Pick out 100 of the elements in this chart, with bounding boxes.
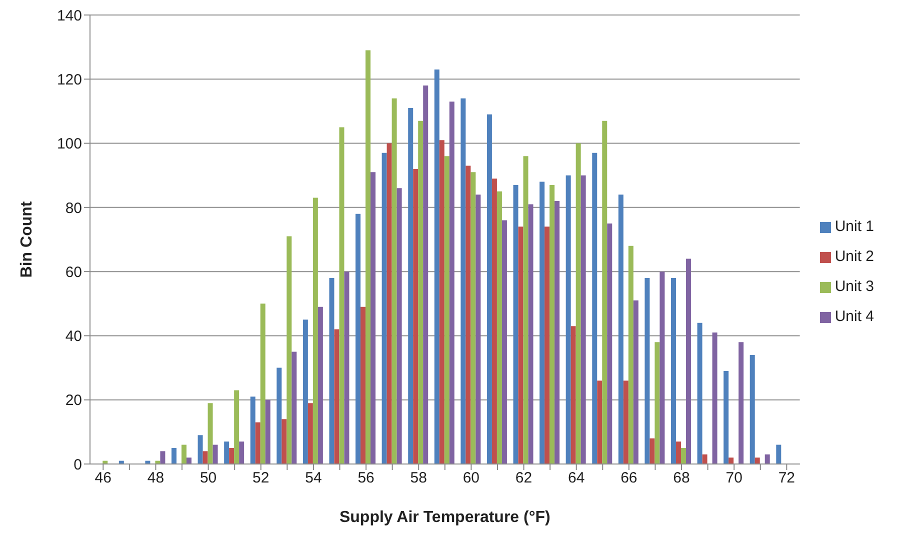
bar bbox=[628, 246, 634, 464]
bar bbox=[449, 102, 454, 464]
y-tick-label: 20 bbox=[65, 392, 82, 410]
x-tick-label: 70 bbox=[726, 470, 742, 487]
bar bbox=[208, 403, 213, 464]
bar bbox=[607, 223, 612, 464]
bar bbox=[550, 184, 555, 464]
bar bbox=[392, 98, 397, 464]
x-tick-label: 64 bbox=[568, 470, 585, 487]
bar bbox=[229, 448, 234, 464]
bar bbox=[570, 326, 576, 464]
bar bbox=[250, 396, 256, 464]
bar bbox=[644, 278, 650, 464]
bar bbox=[439, 140, 444, 464]
bar bbox=[339, 127, 344, 464]
bar bbox=[255, 422, 260, 464]
bar bbox=[754, 458, 760, 464]
bar bbox=[750, 354, 755, 464]
bar bbox=[460, 98, 466, 464]
bar bbox=[492, 178, 497, 464]
bar bbox=[528, 204, 534, 464]
bar bbox=[576, 143, 581, 464]
bar bbox=[413, 168, 418, 464]
bar bbox=[181, 444, 186, 464]
y-axis-title: Bin Count bbox=[18, 200, 36, 278]
bar bbox=[680, 448, 686, 464]
bar bbox=[198, 435, 203, 464]
bar bbox=[566, 175, 571, 464]
bar bbox=[702, 454, 708, 464]
bar bbox=[738, 342, 744, 464]
x-tick-label: 60 bbox=[462, 470, 480, 487]
x-tick-label: 52 bbox=[252, 470, 270, 487]
bar bbox=[728, 458, 734, 464]
bar bbox=[292, 352, 297, 464]
x-tick-label: 48 bbox=[147, 470, 164, 487]
bar bbox=[212, 444, 218, 464]
bar bbox=[239, 442, 244, 464]
bar bbox=[470, 172, 476, 464]
bar bbox=[540, 182, 545, 464]
bar bbox=[329, 278, 334, 464]
bar bbox=[318, 306, 323, 464]
bar bbox=[602, 120, 608, 464]
bar bbox=[282, 419, 287, 464]
bar bbox=[518, 226, 524, 464]
x-tick-label: 66 bbox=[620, 470, 638, 487]
legend-label: Unit 2 bbox=[834, 248, 874, 265]
bar bbox=[618, 194, 624, 464]
bar bbox=[660, 272, 665, 464]
bar bbox=[444, 156, 450, 464]
bar bbox=[697, 322, 702, 464]
bar bbox=[434, 70, 440, 464]
x-tick-label: 50 bbox=[200, 470, 217, 487]
bar bbox=[502, 220, 507, 464]
x-tick-label: 68 bbox=[673, 470, 690, 487]
bar bbox=[623, 380, 628, 464]
bar bbox=[764, 454, 770, 464]
x-tick-label: 62 bbox=[515, 470, 532, 487]
bar bbox=[724, 370, 729, 464]
y-tick-label: 0 bbox=[74, 456, 82, 474]
bar bbox=[396, 188, 402, 464]
x-tick-label: 72 bbox=[778, 470, 796, 487]
bar bbox=[486, 114, 492, 464]
bar bbox=[513, 184, 518, 464]
x-tick-label: 56 bbox=[358, 470, 374, 487]
bar bbox=[476, 194, 481, 464]
bar bbox=[496, 191, 502, 464]
x-tick-label: 58 bbox=[410, 470, 427, 487]
y-tick-label: 140 bbox=[56, 7, 82, 24]
legend-label: Unit 4 bbox=[834, 308, 874, 325]
bar bbox=[344, 272, 350, 464]
bar bbox=[592, 152, 598, 464]
bar bbox=[356, 214, 361, 464]
bar bbox=[650, 438, 655, 464]
y-tick-label: 60 bbox=[65, 264, 82, 281]
bar bbox=[202, 451, 208, 464]
bar bbox=[366, 50, 371, 464]
bar bbox=[466, 166, 471, 464]
bar bbox=[224, 442, 230, 464]
bar bbox=[686, 258, 691, 464]
bar bbox=[160, 451, 166, 464]
bar bbox=[776, 444, 782, 464]
bar bbox=[418, 120, 424, 464]
bar bbox=[408, 108, 414, 464]
bar bbox=[597, 380, 602, 464]
bar bbox=[360, 306, 366, 464]
bar bbox=[171, 448, 176, 464]
bar bbox=[544, 226, 550, 464]
bar bbox=[523, 156, 528, 464]
bar bbox=[186, 458, 192, 464]
bar bbox=[654, 342, 660, 464]
y-tick-label: 80 bbox=[65, 200, 82, 217]
bar bbox=[382, 152, 387, 464]
bar bbox=[265, 400, 270, 464]
bar bbox=[312, 198, 318, 464]
bar bbox=[308, 403, 313, 464]
bar bbox=[334, 329, 340, 464]
bar bbox=[670, 278, 676, 464]
x-tick-label: 54 bbox=[305, 470, 322, 487]
y-tick-label: 120 bbox=[56, 71, 82, 88]
bar bbox=[286, 236, 292, 464]
